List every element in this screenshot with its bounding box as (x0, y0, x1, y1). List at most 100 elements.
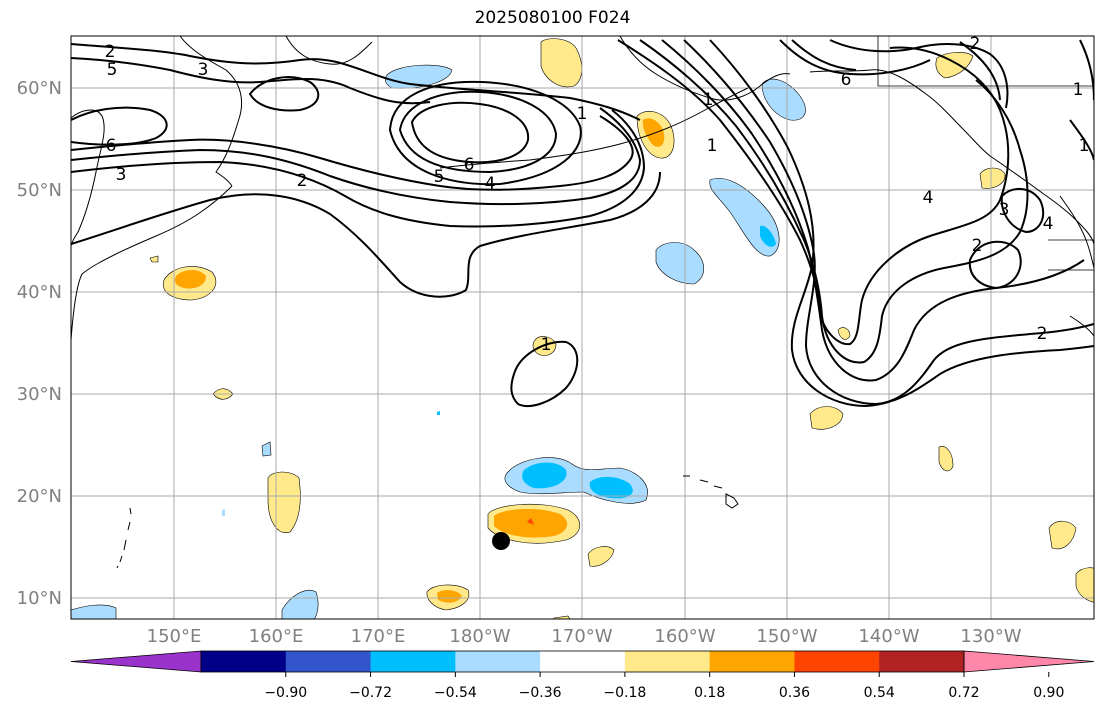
coast-siberia (179, 36, 242, 187)
colorbar-segment (455, 651, 541, 672)
latitude-label: 10°N (17, 588, 62, 609)
contour-line (1000, 188, 1045, 234)
contour-label: 1 (1073, 80, 1084, 100)
colorbar-segment (709, 651, 795, 672)
longitude-label: 160°W (654, 626, 715, 647)
colorbar-extend-low (70, 650, 202, 673)
contour-line (71, 106, 168, 146)
graticule (71, 36, 1094, 619)
contours (71, 39, 1094, 408)
contour-line (639, 39, 1029, 364)
contour-label: 2 (297, 171, 308, 191)
contour-label: 6 (841, 70, 852, 90)
contour-line (779, 39, 931, 76)
colorbar-segment (201, 651, 287, 672)
shade-negative (761, 78, 806, 121)
contour-line (510, 340, 579, 407)
colorbar-tick-label: −0.36 (519, 685, 562, 701)
colorbar-segment (540, 651, 626, 672)
latitude-labels: 60°N 50°N 40°N 30°N 20°N 10°N (17, 78, 62, 609)
shade-positive-strong (437, 590, 462, 603)
shade-negative-strong (522, 462, 567, 489)
shade-positive (267, 471, 301, 533)
longitude-label: 130°W (960, 626, 1021, 647)
contour-label: 2 (1037, 324, 1048, 344)
contour-line (410, 101, 530, 164)
contour-label: 4 (1043, 214, 1054, 234)
coast-marianas (116, 507, 132, 569)
colorbar: −0.90 −0.72 −0.54 −0.36 −0.18 0.18 0.36 0.54 0.7… (70, 650, 1095, 701)
colorbar-tick-label: 0.18 (694, 685, 725, 701)
contour-label: 1 (541, 335, 552, 355)
colorbar-tick-label: −0.18 (603, 685, 646, 701)
contour-line (968, 240, 1022, 290)
coast-bc (1059, 195, 1094, 269)
shade-positive-strong (174, 270, 206, 289)
shade-positive (979, 167, 1006, 189)
coast-aleutians (439, 87, 749, 169)
shade-positive (935, 52, 974, 79)
latitude-label: 20°N (17, 486, 62, 507)
contour-label: 1 (703, 90, 714, 110)
contour-line (71, 115, 634, 191)
contour-label: 4 (923, 188, 934, 208)
longitude-label: 170°E (351, 626, 406, 647)
coast-alaska-gulf (809, 69, 1094, 245)
map-frame (70, 35, 1095, 620)
contour-line (388, 80, 582, 186)
contour-line (71, 43, 641, 121)
shade-positive (1048, 520, 1077, 550)
colorbar-outline (200, 650, 965, 673)
contour-label: 1 (707, 136, 718, 156)
contour-label: 3 (116, 165, 127, 185)
colorbar-segment (624, 651, 711, 672)
longitude-label: 170°W (551, 626, 612, 647)
contour-label: 6 (106, 136, 117, 156)
shade-negative (261, 441, 272, 457)
contour-line (248, 76, 320, 112)
contour-line (829, 39, 1009, 109)
contour-line (683, 39, 1094, 406)
shade-positive (540, 38, 583, 88)
colorbar-segment (794, 651, 880, 672)
shade-positive (938, 446, 954, 472)
contour-line (661, 39, 1085, 382)
shade-negative (655, 242, 705, 285)
shade-negative (222, 509, 225, 516)
shade-positive (837, 327, 851, 340)
shade-positive (553, 615, 571, 619)
colorbar-tick-label: 0.36 (779, 685, 810, 701)
shade-positive (587, 546, 615, 567)
contour-line (959, 41, 1001, 101)
colorbar-segment (879, 651, 965, 672)
map-title: 2025080100 F024 (474, 8, 631, 28)
longitude-label: 180°W (449, 626, 510, 647)
position-marker (492, 532, 510, 550)
shade-negative-strong (760, 225, 776, 247)
contour-label: 4 (485, 174, 496, 194)
colorbar-segment (370, 651, 456, 672)
shade-positive-peak (527, 518, 534, 525)
contour-label: 6 (464, 155, 475, 175)
colorbar-tick-label: 0.54 (864, 685, 895, 701)
shade-negative (281, 590, 319, 619)
colorbar-tick-label: −0.90 (264, 685, 307, 701)
contour-line (71, 109, 646, 228)
contour-line (71, 57, 431, 105)
colorbar-segment (285, 651, 372, 672)
coast-hawaii (683, 475, 739, 509)
contour-line (1069, 39, 1094, 161)
contour-label: 5 (107, 60, 118, 80)
shade-negative (437, 411, 440, 415)
contour-line (709, 39, 1094, 408)
colorbar-tick-label: 0.90 (1033, 685, 1064, 701)
contour-line (398, 90, 558, 174)
contour-label: 5 (434, 167, 445, 187)
coast-chukotka (285, 36, 373, 65)
latitude-label: 40°N (17, 282, 62, 303)
contour-label: 2 (105, 42, 116, 62)
longitude-label: 150°W (756, 626, 817, 647)
contour-line (71, 107, 642, 206)
